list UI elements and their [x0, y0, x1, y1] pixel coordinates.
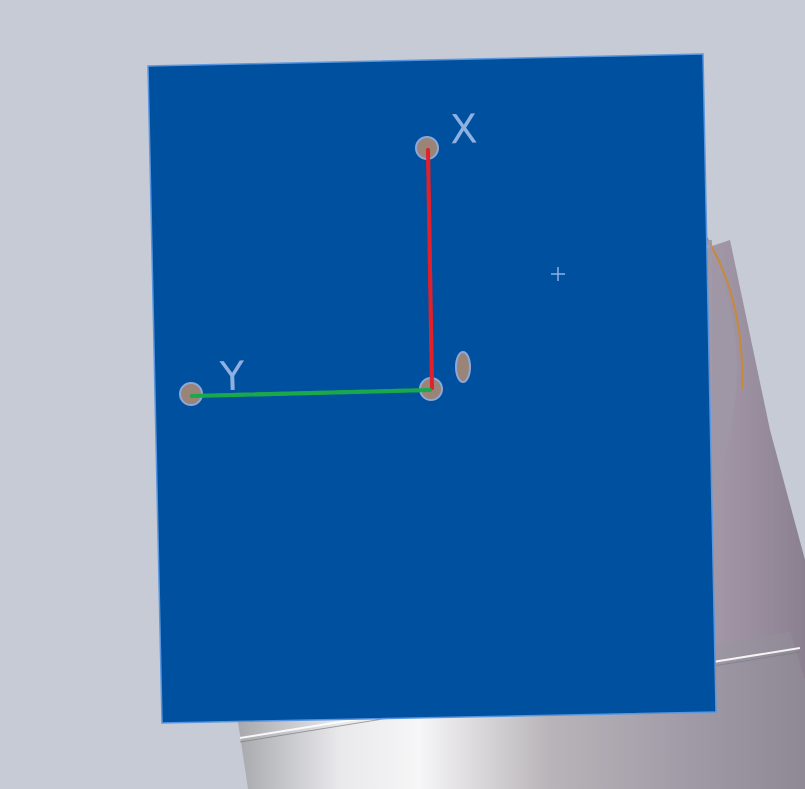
model-disc — [705, 240, 737, 500]
x-axis-overlay — [426, 148, 434, 390]
z-axis-indicator[interactable] — [455, 351, 471, 383]
coordinate-system[interactable]: X Y — [179, 106, 478, 406]
crosshair-icon — [551, 267, 565, 281]
y-axis-label: Y — [218, 353, 246, 400]
y-axis-overlay — [190, 388, 432, 398]
x-axis-label: X — [449, 106, 478, 153]
model-rim-edge — [704, 234, 744, 391]
